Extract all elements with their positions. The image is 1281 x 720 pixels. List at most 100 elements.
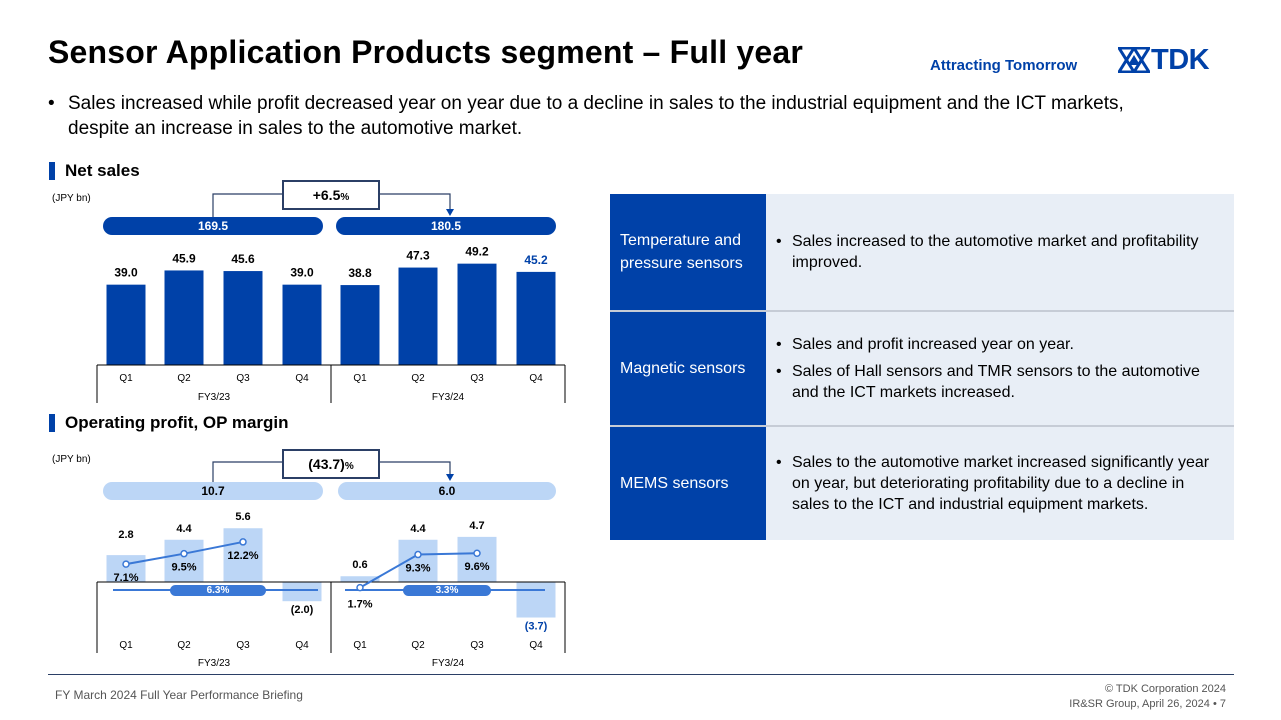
row-heading: Magnetic sensors bbox=[610, 312, 766, 425]
net-sales-bar bbox=[282, 284, 322, 365]
row-heading: Temperature and pressure sensors bbox=[610, 194, 766, 310]
footer-copyright: © TDK Corporation 2024 bbox=[1104, 683, 1226, 695]
op-margin-point bbox=[414, 550, 422, 559]
footer-divider bbox=[48, 674, 1234, 675]
op-margin-label: 1.7% bbox=[347, 599, 372, 611]
quarter-tick-label: Q3 bbox=[470, 373, 484, 384]
fiscal-year-label: FY3/23 bbox=[198, 392, 231, 403]
net-sales-change-box: +6.5% bbox=[282, 180, 380, 210]
summary-bullet: • Sales increased while profit decreased… bbox=[48, 91, 1188, 141]
net-sales-value-label: 38.8 bbox=[348, 266, 372, 280]
op-profit-bar bbox=[457, 536, 497, 582]
net-sales-value-label: 47.3 bbox=[406, 249, 430, 263]
net-sales-value-label: 45.6 bbox=[231, 252, 255, 266]
net-sales-change: +6.5 bbox=[312, 187, 341, 203]
table-row: MEMS sensors • Sales to the automotive ma… bbox=[610, 427, 1234, 540]
op-profit-unit: (JPY bn) bbox=[52, 454, 91, 465]
net-sales-heading: Net sales bbox=[49, 161, 140, 181]
fy23-net-sales-total: 169.5 bbox=[103, 217, 323, 235]
op-profit-bar bbox=[398, 539, 438, 582]
quarter-tick-label: Q2 bbox=[411, 373, 425, 384]
net-sales-value-label: 45.9 bbox=[172, 251, 196, 265]
op-profit-value-label: 0.6 bbox=[352, 559, 367, 571]
sensor-category-table: Temperature and pressure sensors • Sales … bbox=[610, 194, 1234, 540]
op-profit-change: (43.7) bbox=[308, 456, 345, 472]
quarter-tick-label: Q1 bbox=[119, 373, 133, 384]
op-profit-value-label: 4.4 bbox=[176, 523, 192, 535]
footer-left: FY March 2024 Full Year Performance Brie… bbox=[55, 688, 303, 702]
quarter-tick-label: Q4 bbox=[529, 640, 543, 651]
fiscal-year-label: FY3/23 bbox=[198, 658, 231, 669]
net-sales-bar bbox=[340, 285, 380, 365]
quarter-tick-label: Q3 bbox=[470, 640, 484, 651]
op-profit-bar bbox=[282, 582, 322, 602]
net-sales-value-label: 39.0 bbox=[114, 266, 138, 280]
table-row: Temperature and pressure sensors • Sales … bbox=[610, 194, 1234, 312]
logo-text: TDK bbox=[1151, 44, 1210, 76]
row-content: • Sales and profit increased year on year… bbox=[766, 312, 1234, 425]
quarter-tick-label: Q4 bbox=[295, 373, 309, 384]
row-content: • Sales to the automotive market increase… bbox=[766, 427, 1234, 540]
quarter-tick-label: Q2 bbox=[177, 373, 191, 384]
net-sales-bar bbox=[223, 271, 263, 365]
op-profit-bar bbox=[164, 539, 204, 582]
op-margin-point bbox=[180, 549, 188, 558]
op-margin-point bbox=[473, 549, 481, 557]
fy24-op-total: 6.0 bbox=[338, 482, 556, 500]
fy24-avg-margin: 3.3% bbox=[403, 585, 491, 596]
page-title: Sensor Application Products segment – Fu… bbox=[48, 34, 804, 70]
op-margin-label: 9.3% bbox=[405, 563, 430, 575]
op-profit-value-label: 4.4 bbox=[410, 523, 426, 535]
op-margin-point bbox=[122, 560, 130, 568]
summary-text: Sales increased while profit decreased y… bbox=[68, 93, 1124, 139]
row-point: Sales of Hall sensors and TMR sensors to… bbox=[792, 363, 1200, 401]
net-sales-bar bbox=[164, 270, 204, 365]
row-point: Sales to the automotive market increased… bbox=[792, 454, 1210, 513]
quarter-tick-label: Q2 bbox=[411, 640, 425, 651]
op-profit-bar bbox=[106, 555, 146, 582]
op-profit-value-label: 2.8 bbox=[118, 529, 133, 541]
row-heading: MEMS sensors bbox=[610, 427, 766, 540]
table-row: Magnetic sensors • Sales and profit incre… bbox=[610, 312, 1234, 427]
net-sales-unit: (JPY bn) bbox=[52, 193, 91, 204]
op-profit-bar bbox=[340, 576, 380, 582]
tdk-emblem-icon bbox=[1118, 47, 1150, 73]
fy23-avg-margin: 6.3% bbox=[170, 585, 266, 596]
fy24-net-sales-total: 180.5 bbox=[336, 217, 556, 235]
op-margin-point bbox=[239, 538, 247, 546]
op-margin-label: 7.1% bbox=[113, 572, 138, 584]
footer-right: © TDK Corporation 2024 IR&SR Group, Apri… bbox=[1069, 683, 1226, 710]
op-profit-value-label: 4.7 bbox=[469, 520, 484, 532]
op-margin-label: 12.2% bbox=[227, 550, 258, 562]
op-profit-value-label: (3.7) bbox=[525, 621, 548, 633]
net-sales-value-label: 45.2 bbox=[524, 253, 548, 267]
net-sales-value-label: 39.0 bbox=[290, 266, 314, 280]
op-margin-point bbox=[356, 583, 364, 592]
net-sales-bar bbox=[106, 284, 146, 365]
net-sales-bar bbox=[398, 267, 438, 365]
op-profit-bar bbox=[223, 528, 263, 582]
quarter-tick-label: Q1 bbox=[353, 373, 367, 384]
quarter-tick-label: Q3 bbox=[236, 373, 250, 384]
quarter-tick-label: Q2 bbox=[177, 640, 191, 651]
fy23-op-total: 10.7 bbox=[103, 482, 323, 500]
op-profit-bar bbox=[516, 582, 556, 618]
net-sales-bar bbox=[457, 263, 497, 365]
page-number: 7 bbox=[1219, 698, 1226, 710]
quarter-tick-label: Q4 bbox=[295, 640, 309, 651]
op-margin-label: 9.6% bbox=[464, 561, 489, 573]
quarter-tick-label: Q4 bbox=[529, 373, 543, 384]
footer-group-date: IR&SR Group, April 26, 2024 bbox=[1069, 698, 1210, 710]
net-sales-bar bbox=[516, 271, 556, 365]
op-profit-heading: Operating profit, OP margin bbox=[49, 413, 289, 433]
op-margin-label: 9.5% bbox=[171, 562, 196, 574]
quarter-tick-label: Q1 bbox=[353, 640, 367, 651]
net-sales-value-label: 49.2 bbox=[465, 245, 489, 259]
op-profit-value-label: (2.0) bbox=[291, 604, 314, 616]
quarter-tick-label: Q3 bbox=[236, 640, 250, 651]
op-profit-value-label: 5.6 bbox=[235, 511, 250, 523]
quarter-tick-label: Q1 bbox=[119, 640, 133, 651]
row-point: Sales and profit increased year on year. bbox=[792, 336, 1074, 353]
row-content: • Sales increased to the automotive marke… bbox=[766, 194, 1234, 310]
